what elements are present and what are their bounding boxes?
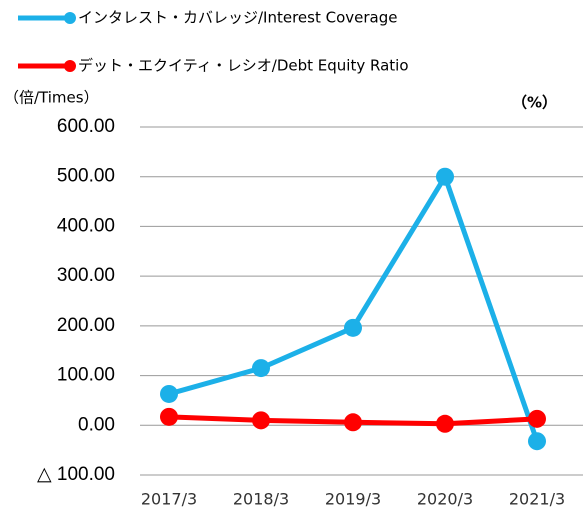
point (344, 413, 362, 432)
point (252, 411, 270, 430)
point (160, 407, 178, 426)
x-tick-label: 2021/3 (509, 490, 565, 509)
point (528, 409, 546, 428)
y-tick-label: 400.00 (57, 215, 115, 236)
x-tick-label: 2017/3 (141, 490, 197, 509)
y-tick-label: 500.00 (57, 166, 115, 187)
x-tick-label: 2018/3 (233, 490, 289, 509)
point (160, 384, 178, 403)
x-tick-label: 2019/3 (325, 490, 381, 509)
axis-label: （倍/Times） (4, 89, 99, 107)
point (252, 359, 270, 378)
series-line (168, 174, 540, 443)
legend-marker (64, 60, 76, 72)
legend-marker (64, 12, 76, 24)
legend-label: インタレスト・カバレッジ/Interest Coverage (78, 9, 398, 27)
y-tick-label: 300.00 (57, 265, 115, 286)
point (436, 167, 454, 186)
y2-label: （%） (512, 94, 557, 112)
x-tick-label: 2020/3 (417, 490, 473, 509)
y-tick-label: 100.00 (57, 365, 115, 386)
point (528, 432, 546, 451)
y-tick-label: △ 100.00 (37, 464, 115, 485)
point (344, 318, 362, 337)
legend-label: デット・エクイティ・レシオ/Debt Equity Ratio (78, 57, 409, 75)
point (436, 414, 454, 433)
y-tick-label: 600.00 (57, 116, 115, 137)
y-tick-label: 200.00 (57, 315, 115, 336)
y-tick-label: 0.00 (78, 414, 115, 435)
